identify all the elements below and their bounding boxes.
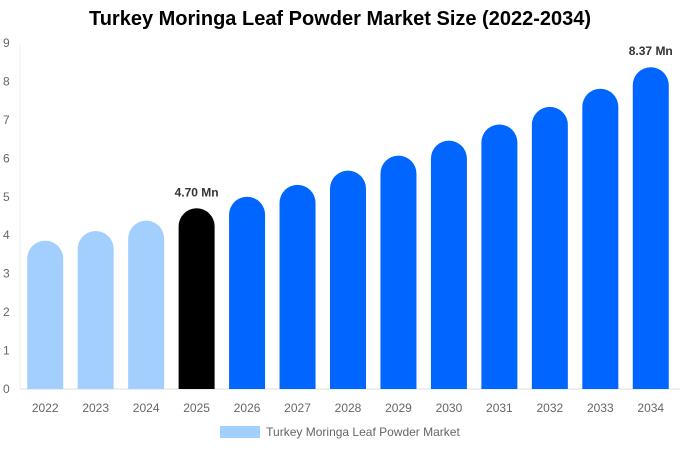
y-tick-label: 0 [3, 382, 10, 396]
bar-2026 [229, 196, 266, 389]
x-tick-label: 2026 [234, 401, 261, 415]
x-tick-label: 2032 [536, 401, 563, 415]
x-tick-label: 2029 [385, 401, 412, 415]
bar-2031 [481, 124, 518, 390]
legend-swatch [220, 426, 261, 438]
data-label-2025: 4.70 Mn [175, 185, 219, 199]
y-tick-label: 8 [3, 74, 10, 88]
bar-2024 [128, 220, 165, 389]
y-tick-label: 1 [3, 344, 10, 358]
x-tick-label: 2025 [183, 401, 210, 415]
x-tick-label: 2031 [486, 401, 513, 415]
bar-2022 [27, 240, 64, 389]
bar-2028 [330, 170, 366, 389]
chart-title: Turkey Moringa Leaf Powder Market Size (… [88, 8, 592, 30]
bar-2023 [77, 230, 114, 389]
y-tick-label: 4 [3, 228, 10, 242]
bar-2025 [178, 208, 215, 389]
bar-2034 [632, 67, 669, 389]
y-tick-label: 3 [3, 267, 10, 281]
legend: Turkey Moringa Leaf Powder Market [0, 425, 680, 439]
y-tick-label: 9 [3, 36, 10, 50]
x-tick-label: 2033 [587, 401, 614, 415]
bar-2030 [430, 140, 467, 389]
x-tick-label: 2030 [436, 401, 463, 415]
bar-2032 [531, 106, 568, 389]
bar-2029 [380, 155, 417, 389]
x-tick-label: 2028 [335, 401, 362, 415]
x-tick-label: 2024 [133, 401, 160, 415]
y-tick-label: 6 [3, 151, 10, 165]
x-tick-label: 2034 [637, 401, 664, 415]
y-tick-label: 2 [3, 305, 10, 319]
y-tick-label: 7 [3, 113, 10, 127]
data-label-2034: 8.37 Mn [629, 44, 673, 58]
x-tick-label: 2022 [32, 401, 59, 415]
y-tick-label: 5 [3, 190, 10, 204]
bar-2033 [582, 88, 619, 389]
legend-label: Turkey Moringa Leaf Powder Market [266, 425, 460, 439]
x-tick-label: 2027 [284, 401, 311, 415]
bar-2027 [279, 184, 316, 389]
x-tick-label: 2023 [82, 401, 109, 415]
